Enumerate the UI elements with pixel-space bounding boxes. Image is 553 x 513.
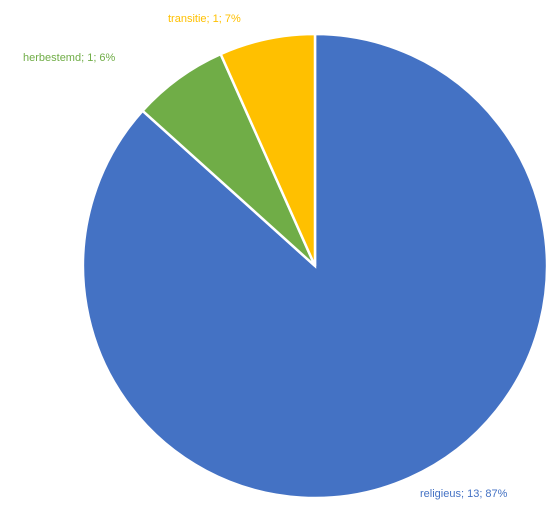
- data-label-transitie: transitie; 1; 7%: [168, 13, 241, 25]
- data-label-herbestemd: herbestemd; 1; 6%: [23, 52, 116, 64]
- pie-slices: [81, 32, 549, 500]
- pie-data-labels: religieus; 13; 87% herbestemd; 1; 6% tra…: [23, 13, 508, 500]
- pie-slice-transitie: [218, 32, 317, 267]
- data-label-religieus: religieus; 13; 87%: [420, 488, 508, 500]
